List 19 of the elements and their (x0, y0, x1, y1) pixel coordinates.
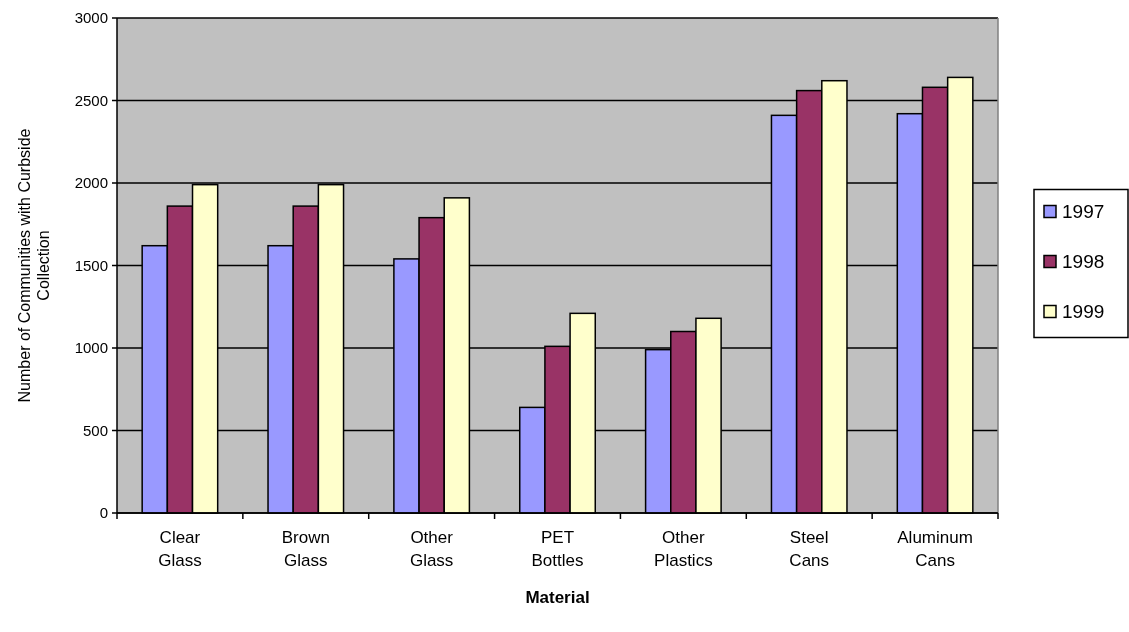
y-axis-title: Number of Communities with Curbside Collection (16, 128, 52, 403)
x-tick-label: Aluminum Cans (897, 528, 973, 570)
x-axis-title: Material (525, 588, 590, 607)
y-tick-label: 3000 (74, 9, 108, 27)
x-tick-label: Other Plastics (654, 528, 713, 570)
y-tick-label: 1500 (74, 256, 108, 274)
x-tick-label: Clear Glass (158, 528, 202, 570)
y-tick-label: 2500 (74, 91, 108, 109)
y-tick-label: 1000 (74, 339, 108, 357)
legend-label: 1999 (1062, 301, 1105, 323)
x-tick-label: PET Bottles (531, 528, 584, 570)
legend-label: 1998 (1062, 251, 1105, 273)
y-tick-label: 500 (82, 421, 108, 439)
x-tick-label: Steel Cans (789, 528, 830, 570)
y-tick-label: 2000 (74, 174, 108, 192)
legend-label: 1997 (1062, 201, 1105, 223)
x-tick-label: Brown Glass (281, 528, 330, 570)
y-tick-label: 0 (99, 504, 108, 522)
x-tick-label: Other Glass (409, 528, 454, 570)
